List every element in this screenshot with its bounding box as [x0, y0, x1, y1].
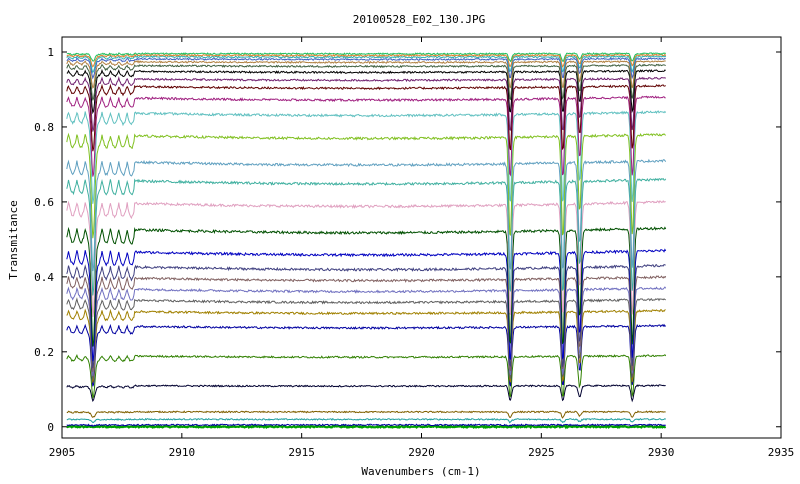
spectrum-series-line [66, 54, 667, 74]
spectrum-series-line [66, 53, 667, 68]
y-tick-label: 0.6 [34, 196, 54, 209]
y-axis-label: Transmitance [7, 200, 20, 279]
spectrum-series-line [66, 308, 666, 383]
spectrum-series-line [66, 83, 666, 152]
x-tick-label: 2915 [288, 446, 315, 459]
spectrum-series-line [66, 132, 666, 239]
axis-layer: 2905 2910 2915 2920 2925 2930 2935 0 0.2 0.4 0.6 0.… [34, 37, 794, 459]
spectrum-series-line [66, 297, 666, 380]
spectrum-series-line [66, 226, 667, 347]
spectrum-series-line [66, 68, 666, 115]
x-tick-label: 2905 [49, 446, 76, 459]
x-tick-label: 2930 [648, 446, 675, 459]
spectrum-series-line [66, 110, 667, 204]
spectrum-series-line [66, 95, 666, 177]
spectrum-series-line [66, 158, 667, 272]
y-tick-label: 0.2 [34, 346, 54, 359]
spectrum-series-line [66, 410, 666, 419]
spectrum-series-line [66, 60, 666, 89]
spectrum-series-line [66, 76, 666, 132]
spectrum-series-line [66, 417, 666, 424]
spectrum-series-line [66, 286, 667, 377]
x-tick-label: 2925 [528, 446, 555, 459]
x-tick-label: 2920 [408, 446, 435, 459]
spectrum-series-line [66, 199, 666, 317]
spectrum-series-line [66, 424, 667, 430]
x-axis-label: Wavenumbers (cm-1) [361, 465, 480, 478]
spectrum-series-line [66, 248, 667, 362]
chart-title: 20100528_E02_130.JPG [353, 13, 485, 26]
y-tick-label: 0.8 [34, 121, 54, 134]
y-tick-label: 0.4 [34, 271, 54, 284]
spectrum-series-line [66, 57, 666, 80]
y-tick-label: 1 [47, 46, 54, 59]
x-tick-label: 2935 [768, 446, 795, 459]
spectrum-series-line [66, 63, 666, 101]
y-tick-label: 0 [47, 421, 54, 434]
spectrum-series-line [66, 423, 666, 427]
series-layer [66, 52, 667, 430]
plot-frame [61, 36, 782, 439]
x-tick-label: 2910 [169, 446, 196, 459]
spectrum-series-line [66, 177, 667, 296]
spectrum-series-line [66, 353, 667, 400]
spectrum-series-line [66, 384, 666, 403]
spectrum-series-line [66, 52, 667, 63]
spectrum-series-line [66, 323, 667, 387]
